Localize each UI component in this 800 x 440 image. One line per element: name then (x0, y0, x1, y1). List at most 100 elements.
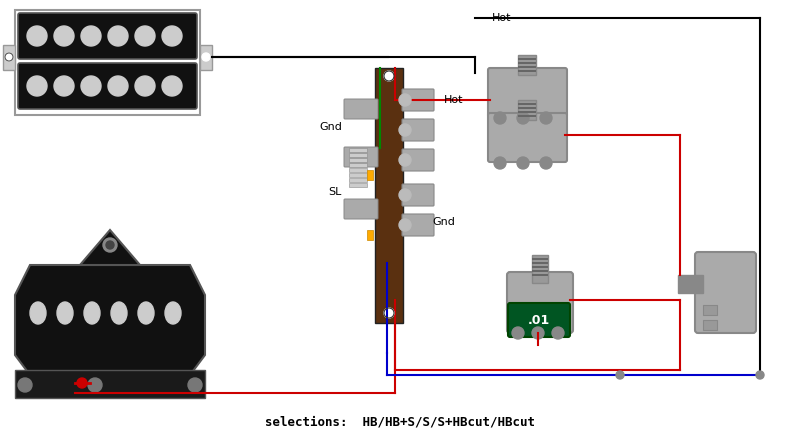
Circle shape (81, 26, 101, 46)
Circle shape (108, 76, 128, 96)
FancyBboxPatch shape (488, 113, 567, 162)
Bar (518, 66, 536, 68)
Bar (532, 262, 548, 264)
Text: Gnd: Gnd (432, 217, 455, 227)
FancyBboxPatch shape (402, 214, 434, 236)
FancyBboxPatch shape (402, 119, 434, 141)
Circle shape (540, 157, 552, 169)
Bar (375, 68, 403, 323)
Circle shape (512, 327, 524, 339)
Circle shape (188, 378, 202, 392)
Circle shape (77, 378, 87, 388)
FancyBboxPatch shape (344, 147, 378, 167)
Bar (349, 178, 367, 182)
Ellipse shape (57, 302, 73, 324)
Ellipse shape (165, 302, 181, 324)
Circle shape (384, 71, 394, 81)
FancyBboxPatch shape (18, 63, 197, 109)
Circle shape (135, 26, 155, 46)
Bar (518, 111, 536, 113)
Bar (367, 230, 373, 240)
Bar (532, 270, 548, 272)
FancyBboxPatch shape (402, 149, 434, 171)
Circle shape (399, 124, 411, 136)
Text: SL: SL (329, 187, 342, 197)
Circle shape (494, 112, 506, 124)
Circle shape (54, 76, 74, 96)
Bar (349, 163, 367, 167)
Circle shape (384, 308, 394, 318)
Circle shape (540, 112, 552, 124)
Bar (349, 153, 367, 157)
Bar (532, 258, 548, 260)
Circle shape (399, 189, 411, 201)
Bar (518, 107, 536, 109)
Bar (532, 266, 548, 268)
Circle shape (399, 94, 411, 106)
Circle shape (108, 26, 128, 46)
FancyBboxPatch shape (695, 252, 756, 333)
Bar (349, 173, 367, 177)
Circle shape (552, 327, 564, 339)
Circle shape (54, 26, 74, 46)
Ellipse shape (84, 302, 100, 324)
Bar (703, 320, 717, 330)
Polygon shape (15, 265, 205, 375)
Bar (703, 305, 717, 315)
Text: Gnd: Gnd (319, 122, 342, 132)
Circle shape (18, 378, 32, 392)
FancyBboxPatch shape (402, 89, 434, 111)
Bar (518, 115, 536, 117)
Text: selections:  HB/HB+S/S/S+HBcut/HBcut: selections: HB/HB+S/S/S+HBcut/HBcut (265, 415, 535, 429)
Bar (518, 55, 536, 75)
Bar (349, 183, 367, 187)
Bar (518, 70, 536, 72)
Circle shape (162, 26, 182, 46)
Bar (532, 274, 548, 276)
FancyBboxPatch shape (344, 199, 378, 219)
FancyBboxPatch shape (344, 99, 378, 119)
Text: Hot: Hot (443, 95, 463, 105)
Text: Hot: Hot (492, 13, 511, 23)
Circle shape (88, 378, 102, 392)
Circle shape (135, 76, 155, 96)
FancyBboxPatch shape (488, 68, 567, 117)
Bar (518, 103, 536, 105)
Circle shape (202, 53, 210, 61)
Ellipse shape (30, 302, 46, 324)
Circle shape (103, 238, 117, 252)
FancyBboxPatch shape (402, 184, 434, 206)
Polygon shape (80, 230, 140, 265)
Circle shape (399, 219, 411, 231)
Bar (367, 170, 373, 180)
Circle shape (5, 53, 13, 61)
Bar (200, 45, 212, 70)
Bar (532, 255, 548, 283)
Circle shape (27, 76, 47, 96)
Circle shape (162, 76, 182, 96)
Circle shape (106, 241, 114, 249)
Bar (518, 62, 536, 64)
Circle shape (399, 154, 411, 166)
Bar (518, 58, 536, 60)
Bar (15, 10, 200, 115)
Circle shape (517, 112, 529, 124)
Bar (518, 100, 536, 120)
Circle shape (81, 76, 101, 96)
Bar (3, 45, 15, 70)
FancyBboxPatch shape (18, 13, 197, 59)
Circle shape (532, 327, 544, 339)
Circle shape (756, 371, 764, 379)
Circle shape (517, 157, 529, 169)
Bar (349, 168, 367, 172)
Ellipse shape (138, 302, 154, 324)
Text: .01: .01 (528, 313, 550, 326)
Circle shape (494, 157, 506, 169)
Bar (15, 370, 205, 398)
Bar (349, 148, 367, 152)
Circle shape (616, 371, 624, 379)
Circle shape (27, 26, 47, 46)
Bar (349, 158, 367, 162)
FancyBboxPatch shape (508, 303, 570, 337)
FancyBboxPatch shape (507, 272, 573, 333)
